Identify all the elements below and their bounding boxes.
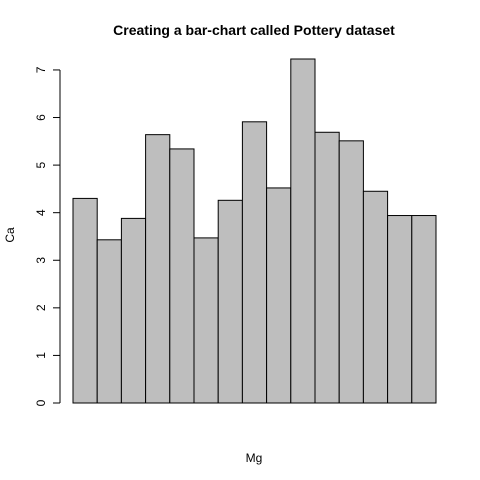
y-tick-label: 3 <box>34 257 48 264</box>
bars-group <box>72 58 437 404</box>
y-tick-label: 7 <box>34 66 48 73</box>
bar-7 <box>217 199 243 404</box>
bar-3 <box>120 217 147 404</box>
bar-9 <box>266 187 292 404</box>
bar-11 <box>314 131 340 404</box>
bar-6 <box>193 237 219 404</box>
y-axis: 0 1 2 3 4 5 6 7 <box>34 66 61 406</box>
bar-8 <box>241 121 268 404</box>
bar-2 <box>96 239 122 404</box>
bar-1 <box>72 197 98 404</box>
y-tick-label: 1 <box>34 352 48 359</box>
y-tick-label: 6 <box>34 114 48 121</box>
bar-5 <box>169 148 195 404</box>
y-tick-label: 2 <box>34 304 48 311</box>
chart-title: Creating a bar-chart called Pottery data… <box>113 22 395 38</box>
y-axis-label: Ca <box>3 227 17 243</box>
y-tick-label: 0 <box>34 399 48 406</box>
bar-12 <box>338 140 364 404</box>
bar-13 <box>362 190 389 404</box>
bar-10 <box>290 58 316 404</box>
y-tick-label: 4 <box>34 209 48 216</box>
y-tick-label: 5 <box>34 161 48 168</box>
x-axis-label: Mg <box>246 451 263 465</box>
bar-14 <box>387 215 413 404</box>
bar-4 <box>145 134 171 404</box>
bar-15 <box>411 215 437 404</box>
